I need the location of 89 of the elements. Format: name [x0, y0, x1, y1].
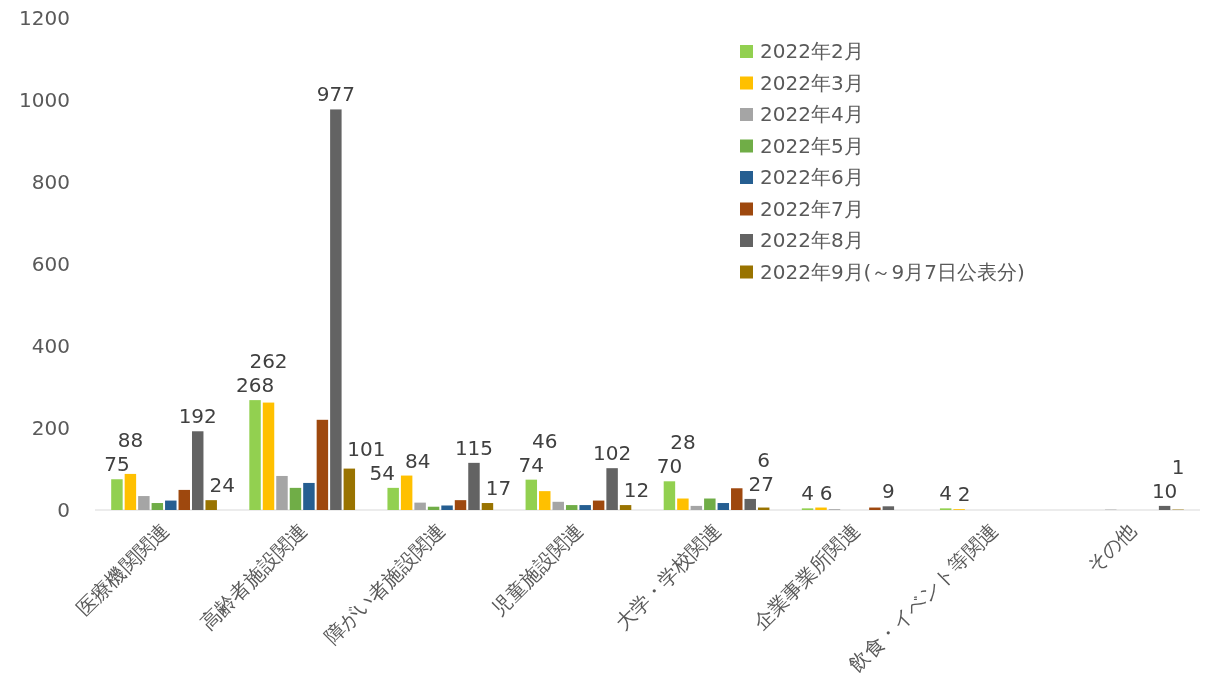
- y-tick-label: 1200: [19, 6, 70, 30]
- data-label: 27: [748, 471, 774, 496]
- x-tick-label: その他: [1081, 518, 1141, 578]
- bar: [552, 501, 564, 510]
- y-tick-label: 200: [31, 416, 70, 440]
- bar: [663, 481, 676, 510]
- x-tick-label: 企業事業所関連: [748, 518, 865, 635]
- bar: [151, 503, 164, 510]
- y-tick-label: 800: [31, 170, 70, 194]
- data-label: 17: [485, 476, 512, 501]
- bar: [330, 109, 342, 510]
- bar: [262, 402, 275, 510]
- bar: [124, 473, 137, 510]
- bar: [400, 475, 413, 510]
- data-label: 262: [249, 349, 288, 374]
- data-label: 46: [532, 428, 558, 453]
- bar: [192, 431, 204, 510]
- x-tick-label: 大学・学校関連: [610, 518, 727, 635]
- bar: [677, 498, 689, 510]
- bar: [178, 489, 190, 510]
- data-label: 102: [593, 441, 632, 466]
- legend-label: 2022年6月: [760, 165, 864, 189]
- data-label: 12: [623, 478, 650, 503]
- x-tick-label: 障がい者施設関連: [319, 518, 450, 649]
- data-label: 4: [939, 481, 953, 506]
- bar: [441, 505, 453, 510]
- bar: [619, 505, 632, 510]
- data-label: 75: [104, 452, 130, 477]
- data-label: 6: [819, 480, 833, 505]
- bar: [468, 462, 480, 510]
- bar: [592, 500, 605, 510]
- bar: [165, 500, 177, 510]
- y-tick-label: 0: [57, 498, 70, 522]
- legend-label: 2022年5月: [760, 133, 864, 158]
- data-label: 115: [454, 435, 494, 460]
- bar: [138, 496, 150, 510]
- bar: [249, 400, 261, 510]
- data-label: 192: [178, 404, 217, 429]
- bar: [606, 468, 618, 510]
- legend-label: 2022年9月(～9月7日公表分): [760, 259, 1025, 284]
- data-label: 84: [404, 448, 431, 473]
- bar: [276, 475, 288, 510]
- bar: [579, 505, 591, 510]
- data-label: 6: [757, 447, 771, 472]
- data-label: 28: [670, 430, 696, 455]
- legend-label: 2022年3月: [760, 70, 864, 95]
- data-label: 70: [656, 454, 683, 479]
- data-label: 101: [347, 436, 386, 461]
- bar: [717, 503, 730, 510]
- bar: [481, 503, 494, 510]
- y-tick-label: 400: [31, 334, 70, 358]
- bar: [539, 491, 551, 510]
- bar: [343, 468, 356, 510]
- data-label: 24: [209, 473, 235, 498]
- legend-label: 2022年4月: [760, 102, 864, 126]
- x-tick-label: 医療機関関連: [71, 518, 174, 621]
- data-label: 1: [1171, 454, 1185, 479]
- bar: [205, 500, 217, 510]
- x-tick-label: 児童施設関連: [486, 518, 588, 621]
- bar: [565, 505, 578, 510]
- bar: [744, 498, 756, 510]
- legend-label: 2022年2月: [760, 39, 864, 63]
- legend-label: 2022年7月: [760, 196, 864, 221]
- data-label: 54: [369, 460, 395, 485]
- data-label: 2: [957, 482, 971, 507]
- data-label: 4: [801, 481, 814, 506]
- data-label: 74: [518, 452, 545, 477]
- y-tick-label: 1000: [19, 88, 70, 112]
- bar: [454, 500, 467, 510]
- data-label: 10: [1151, 478, 1178, 503]
- y-tick-label: 600: [31, 252, 70, 276]
- x-tick-label: 高齢者施設関連: [195, 518, 312, 635]
- legend-label: 2022年8月: [760, 228, 864, 252]
- data-label: 977: [316, 82, 355, 107]
- data-label: 9: [881, 479, 895, 504]
- bar: [704, 498, 716, 510]
- bar: [303, 482, 315, 510]
- bar: [882, 506, 895, 510]
- bar: [731, 488, 743, 510]
- data-label: 88: [117, 428, 144, 453]
- bar: [1158, 505, 1171, 510]
- bar: [111, 479, 123, 510]
- bar: [387, 487, 399, 510]
- bar: [525, 479, 538, 510]
- bar: [316, 419, 329, 510]
- bar: [289, 487, 302, 510]
- data-label: 268: [235, 373, 275, 398]
- bar: [690, 505, 703, 510]
- bar: [414, 502, 426, 510]
